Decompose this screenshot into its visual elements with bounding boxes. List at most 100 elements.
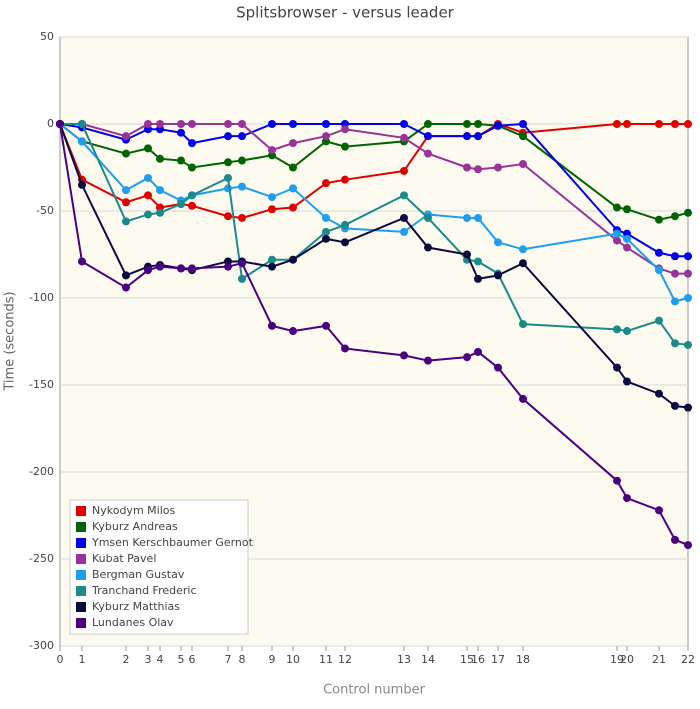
y-tick-label: -100 (29, 291, 54, 304)
data-point (400, 166, 408, 175)
data-point (238, 120, 246, 128)
data-point (156, 186, 164, 195)
legend-label: Kubat Pavel (92, 552, 156, 565)
data-point (268, 146, 276, 155)
data-point (463, 250, 471, 259)
x-tick-label: 3 (145, 653, 152, 666)
data-point (424, 120, 432, 128)
data-point (424, 213, 432, 222)
data-point (474, 213, 482, 222)
data-point (322, 227, 330, 236)
legend-label: Bergman Gustav (92, 568, 185, 581)
data-point (519, 120, 527, 128)
data-point (224, 212, 232, 221)
data-point (122, 198, 130, 207)
x-tick-label: 14 (421, 653, 435, 666)
data-point (400, 227, 408, 236)
data-point (144, 266, 152, 275)
legend: Nykodym Milos Kyburz Andreas Ymsen Kerschb… (69, 499, 254, 635)
y-tick-label: -300 (29, 639, 54, 652)
legend-box (69, 499, 249, 635)
data-point (623, 377, 631, 386)
data-point (188, 264, 196, 273)
data-point (655, 316, 663, 325)
legend-swatch (76, 570, 86, 580)
x-tick-label: 13 (397, 653, 411, 666)
data-point (224, 173, 232, 182)
data-point (519, 245, 527, 254)
data-point (474, 120, 482, 128)
data-point (322, 234, 330, 243)
x-tick-label: 22 (681, 653, 695, 666)
y-tick-label: 0 (47, 117, 54, 130)
data-point (474, 165, 482, 174)
data-point (341, 125, 349, 134)
data-point (78, 120, 86, 128)
x-tick-label: 12 (338, 653, 352, 666)
data-point (474, 274, 482, 283)
data-point (519, 160, 527, 169)
x-tick-label: 5 (178, 653, 185, 666)
legend-label: Lundanes Olav (92, 616, 174, 629)
data-point (613, 325, 621, 334)
data-point (122, 186, 130, 195)
y-tick-label: -50 (36, 204, 54, 217)
data-point (400, 133, 408, 142)
data-point (238, 156, 246, 165)
data-point (671, 252, 679, 261)
data-point (463, 120, 471, 128)
legend-label: Nykodym Milos (92, 504, 175, 517)
data-point (684, 252, 692, 261)
data-point (268, 205, 276, 214)
data-point (177, 156, 185, 165)
x-tick-label: 0 (57, 653, 64, 666)
data-point (289, 255, 297, 264)
data-point (188, 191, 196, 200)
data-point (238, 259, 246, 268)
data-point (268, 193, 276, 202)
data-point (122, 283, 130, 292)
data-point (341, 220, 349, 229)
legend-swatch (76, 554, 86, 564)
data-point (474, 347, 482, 356)
data-point (289, 120, 297, 128)
data-point (78, 180, 86, 189)
data-point (463, 213, 471, 222)
data-point (623, 243, 631, 252)
legend-swatch (76, 506, 86, 516)
data-point (156, 154, 164, 163)
x-tick-label: 2 (123, 653, 130, 666)
legend-swatch (76, 522, 86, 532)
data-point (655, 248, 663, 257)
data-point (188, 120, 196, 128)
legend-swatch (76, 602, 86, 612)
data-point (623, 205, 631, 214)
data-point (623, 120, 631, 128)
data-point (684, 120, 692, 128)
data-point (474, 257, 482, 266)
data-point (78, 137, 86, 146)
data-point (122, 271, 130, 280)
x-tick-label: 20 (620, 653, 634, 666)
legend-swatch (76, 586, 86, 596)
data-point (224, 132, 232, 141)
data-point (238, 132, 246, 141)
legend-label: Ymsen Kerschbaumer Gernot (91, 536, 254, 549)
data-point (322, 213, 330, 222)
data-point (400, 120, 408, 128)
data-point (289, 184, 297, 193)
data-point (188, 201, 196, 210)
legend-swatch (76, 538, 86, 548)
data-point (322, 321, 330, 330)
data-point (238, 213, 246, 222)
data-point (322, 179, 330, 188)
data-point (474, 132, 482, 141)
data-point (684, 208, 692, 217)
data-point (144, 210, 152, 219)
data-point (177, 128, 185, 137)
data-point (613, 236, 621, 245)
data-point (623, 494, 631, 503)
data-point (400, 213, 408, 222)
x-tick-label: 21 (652, 653, 666, 666)
data-point (684, 340, 692, 349)
